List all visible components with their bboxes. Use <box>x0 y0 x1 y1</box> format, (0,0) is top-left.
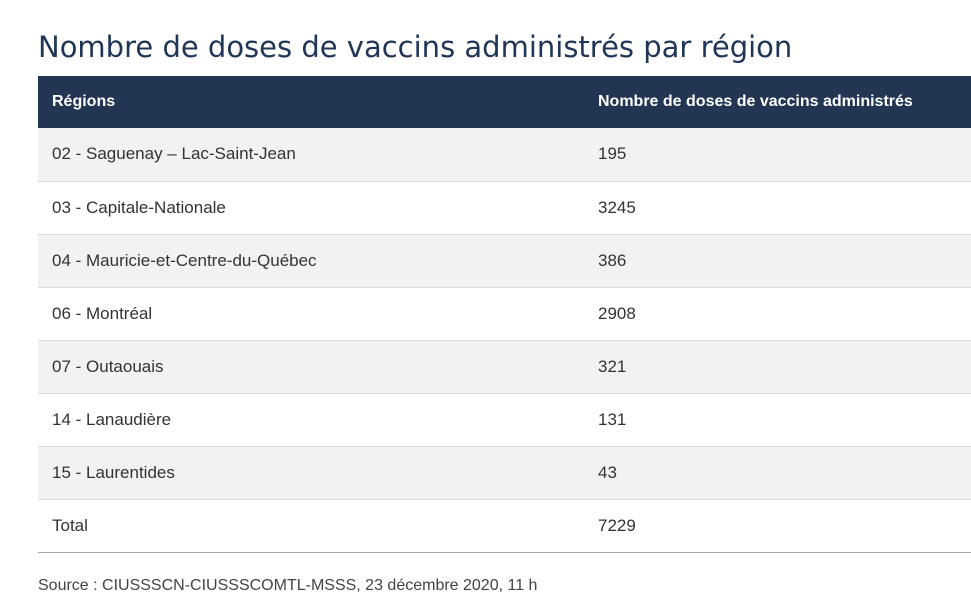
table-row: 04 - Mauricie-et-Centre-du-Québec 386 <box>38 234 971 287</box>
region-cell: 15 - Laurentides <box>52 462 175 482</box>
table-header: Régions Nombre de doses de vaccins admin… <box>38 76 971 128</box>
region-cell: 06 - Montréal <box>52 303 153 323</box>
source-note: Source : CIUSSSCN-CIUSSSCOMTL-MSSS, 23 d… <box>38 577 538 594</box>
total-label: Total <box>52 515 88 535</box>
table-row: 06 - Montréal 2908 <box>38 287 971 340</box>
doses-cell: 195 <box>598 144 627 164</box>
doses-cell: 2908 <box>598 303 636 323</box>
column-header-doses: Nombre de doses de vaccins administrés <box>598 93 913 110</box>
table-row: 03 - Capitale-Nationale 3245 <box>38 181 971 234</box>
doses-cell: 321 <box>598 356 627 376</box>
doses-cell: 43 <box>598 462 617 482</box>
region-cell: 04 - Mauricie-et-Centre-du-Québec <box>52 250 317 270</box>
column-header-regions: Régions <box>52 93 116 110</box>
doses-cell: 386 <box>598 250 627 270</box>
region-cell: 02 - Saguenay – Lac-Saint-Jean <box>52 144 296 164</box>
table-body: 02 - Saguenay – Lac-Saint-Jean 195 03 - … <box>38 128 971 552</box>
table-row: 14 - Lanaudière 131 <box>38 393 971 446</box>
doses-cell: 131 <box>598 409 627 429</box>
table-header-row: Régions Nombre de doses de vaccins admin… <box>38 76 971 128</box>
doses-cell: 3245 <box>598 197 636 217</box>
region-cell: 14 - Lanaudière <box>52 409 172 429</box>
table-row: 07 - Outaouais 321 <box>38 340 971 393</box>
region-cell: 07 - Outaouais <box>52 356 164 376</box>
page-title: Nombre de doses de vaccins administrés p… <box>38 30 793 64</box>
doses-table: Régions Nombre de doses de vaccins admin… <box>38 76 971 553</box>
total-row: Total 7229 <box>38 499 971 552</box>
table-row: 15 - Laurentides 43 <box>38 446 971 499</box>
total-doses: 7229 <box>598 515 636 535</box>
table-row: 02 - Saguenay – Lac-Saint-Jean 195 <box>38 128 971 181</box>
region-cell: 03 - Capitale-Nationale <box>52 197 226 217</box>
